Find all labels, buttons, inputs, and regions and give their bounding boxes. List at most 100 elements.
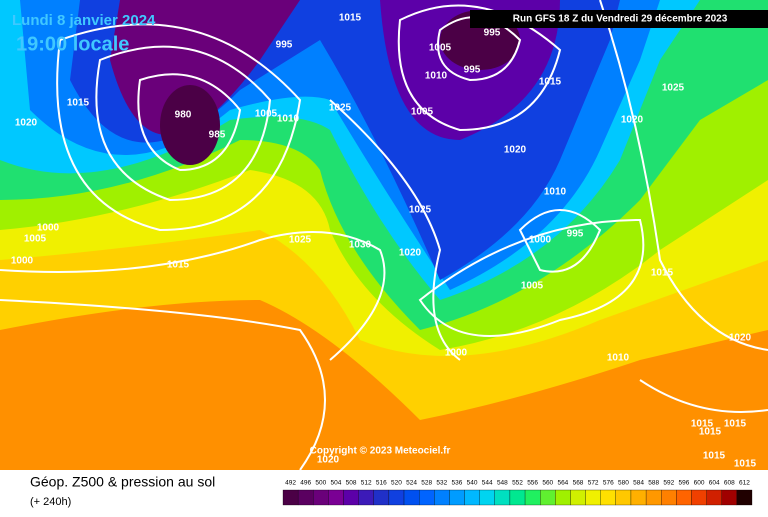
- colorbar-swatch: [464, 489, 480, 506]
- colorbar-swatch: [691, 489, 707, 506]
- forecast-date: Lundi 8 janvier 2024: [12, 12, 156, 29]
- colorbar-swatch: [524, 489, 541, 506]
- isobar-label: 1000: [11, 256, 34, 267]
- colorbar-label: 568: [573, 480, 584, 487]
- isobar-label: 995: [567, 229, 584, 240]
- colorbar-swatch: [282, 489, 299, 506]
- isobar-label: 1015: [67, 98, 90, 109]
- isobar-label: 1015: [167, 260, 190, 271]
- isobar-label: 1015: [539, 77, 562, 88]
- isobar-label: 1015: [651, 268, 674, 279]
- colorbar-label: 560: [542, 480, 553, 487]
- colorbar-label: 536: [452, 480, 463, 487]
- colorbar-label: 584: [633, 480, 644, 487]
- colorbar-label: 500: [315, 480, 326, 487]
- isobar-label: 1020: [317, 455, 340, 466]
- colorbar-swatch: [721, 489, 738, 506]
- colorbar-swatch: [736, 489, 753, 506]
- colorbar-label: 552: [512, 480, 523, 487]
- colorbar-label: 588: [648, 480, 659, 487]
- footer-title: Géop. Z500 & pression au sol: [30, 474, 215, 490]
- forecast-time: 19:00 locale: [16, 33, 129, 55]
- colorbar-swatch: [706, 489, 722, 506]
- colorbar-swatch: [358, 489, 374, 506]
- colorbar-label: 508: [346, 480, 357, 487]
- colorbar-swatch: [449, 489, 465, 506]
- colorbar-label: 532: [436, 480, 447, 487]
- colorbar-swatch: [570, 489, 586, 506]
- isobar-label: 1000: [445, 348, 468, 359]
- colorbar-swatch: [540, 489, 556, 506]
- isobar-label: 1020: [504, 145, 527, 156]
- colorbar-label: 496: [300, 480, 311, 487]
- isobar-label: 1020: [399, 248, 422, 259]
- run-info: Run GFS 18 Z du Vendredi 29 décembre 202…: [513, 14, 728, 25]
- colorbar-label: 504: [331, 480, 342, 487]
- isobar-label: 1025: [329, 103, 352, 114]
- colorbar-swatch: [676, 489, 692, 506]
- colorbar-label: 604: [709, 480, 720, 487]
- isobar-label: 1005: [521, 281, 544, 292]
- run-banner: [470, 10, 768, 28]
- isobar-label: 1030: [349, 240, 372, 251]
- isobar-label: 1025: [409, 205, 432, 216]
- isobar-label: 1015: [724, 419, 747, 430]
- colorbar-label: 572: [588, 480, 599, 487]
- colorbar-swatch: [479, 489, 495, 506]
- colorbar-swatch: [630, 489, 647, 506]
- map-field: [0, 0, 768, 471]
- colorbar-swatch: [600, 489, 616, 506]
- colorbar-swatch: [661, 489, 677, 506]
- isobar-label: 995: [464, 65, 481, 76]
- colorbar-label: 512: [361, 480, 372, 487]
- colorbar-label: 548: [497, 480, 508, 487]
- isobar-label: 1015: [691, 419, 714, 430]
- colorbar-label: 576: [603, 480, 614, 487]
- colorbar-swatch: [388, 489, 405, 506]
- isobar-label: 1020: [621, 115, 644, 126]
- colorbar-label: 544: [482, 480, 493, 487]
- isobar-label: 1000: [37, 223, 60, 234]
- isobar-label: 1005: [24, 234, 47, 245]
- isobar-label: 985: [209, 130, 226, 141]
- isobar-label: 1025: [662, 83, 685, 94]
- isobar-label: 995: [276, 40, 293, 51]
- isobar-label: 1000: [529, 235, 552, 246]
- isobar-label: 1015: [703, 451, 726, 462]
- isobar-label: 1005: [411, 107, 434, 118]
- isobar-label: 1015: [699, 427, 722, 438]
- colorbar-label: 608: [724, 480, 735, 487]
- colorbar-swatch: [373, 489, 390, 506]
- isobar-label: 1020: [729, 333, 752, 344]
- colorbar-label: 600: [694, 480, 705, 487]
- colorbar-label: 520: [391, 480, 402, 487]
- colorbar-label: 540: [467, 480, 478, 487]
- colorbar-label: 492: [285, 480, 296, 487]
- isobar-label: 1005: [429, 43, 452, 54]
- isobar-label: 1010: [425, 71, 448, 82]
- isobar-label: 1025: [289, 235, 312, 246]
- isobar-label: 1020: [15, 118, 38, 129]
- colorbar-swatch: [343, 489, 359, 506]
- colorbar-swatch: [403, 489, 420, 506]
- colorbar-swatch: [645, 489, 662, 506]
- colorbar-swatch: [419, 489, 435, 506]
- colorbar-label: 580: [618, 480, 629, 487]
- colorbar-label: 596: [678, 480, 689, 487]
- colorbar-label: 592: [663, 480, 674, 487]
- isobar-label: 980: [175, 110, 192, 121]
- colorbar-label: 528: [421, 480, 432, 487]
- colorbar-swatch: [509, 489, 526, 506]
- colorbar-label: 524: [406, 480, 417, 487]
- isobar-label: 1005: [255, 109, 278, 120]
- colorbar-swatch: [555, 489, 571, 506]
- colorbar-swatch: [615, 489, 632, 506]
- colorbar-swatch: [585, 489, 601, 506]
- isobar-label: 1015: [339, 13, 362, 24]
- colorbar-label: 556: [527, 480, 538, 487]
- colorbar-label: 516: [376, 480, 387, 487]
- footer-subtitle: (+ 240h): [30, 496, 71, 508]
- copyright: Copyright © 2023 Meteociel.fr: [310, 446, 451, 457]
- colorbar-label: 564: [557, 480, 568, 487]
